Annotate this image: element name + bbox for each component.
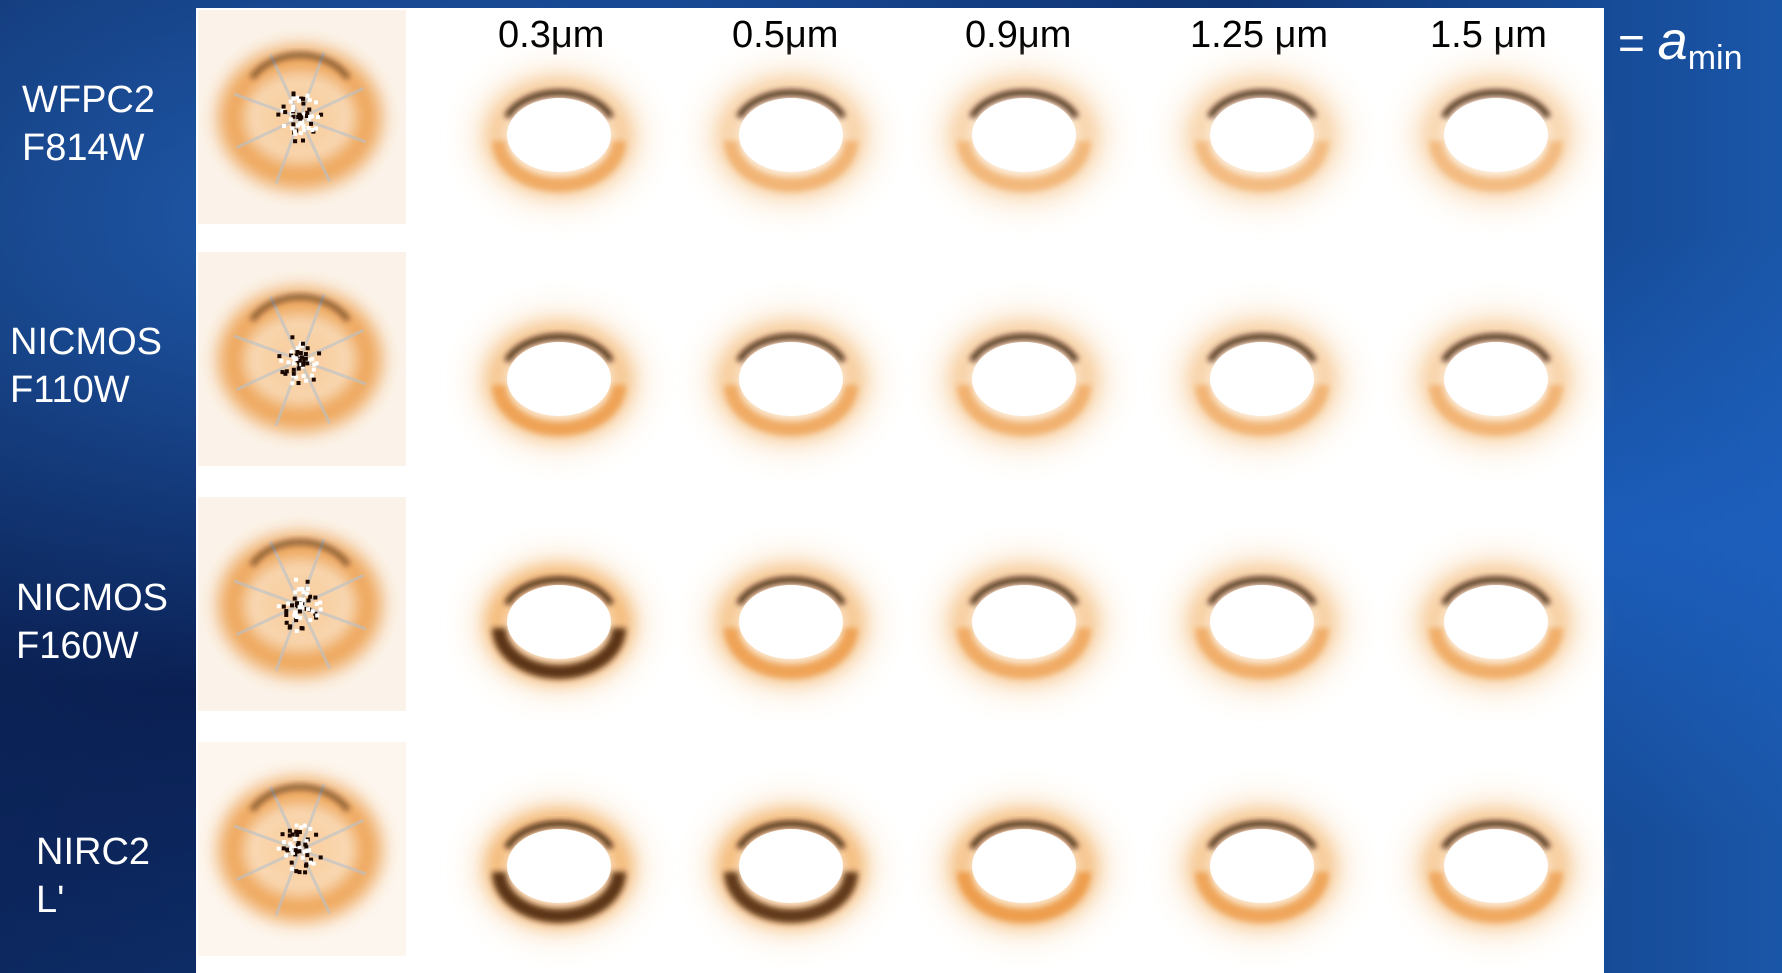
observed-image-2 [198,497,406,711]
observed-image-3 [198,742,406,956]
model-ring-r2-c2 [944,560,1104,688]
model-ring-r3-c2 [944,804,1104,932]
model-ring-r1-c0 [479,317,639,445]
model-ring-r0-c1 [711,73,871,201]
model-ring-r3-c1 [711,804,871,932]
model-ring-r1-c1 [711,317,871,445]
model-ring-r2-c4 [1416,560,1576,688]
model-ring-r2-c0 [479,560,639,688]
model-ring-r1-c4 [1416,317,1576,445]
model-ring-r1-c3 [1182,317,1342,445]
model-ring-r2-c3 [1182,560,1342,688]
model-ring-r3-c4 [1416,804,1576,932]
model-ring-r3-c0 [479,804,639,932]
model-ring-r0-c4 [1416,73,1576,201]
observed-image-0 [198,10,406,224]
model-ring-r3-c3 [1182,804,1342,932]
model-ring-r0-c2 [944,73,1104,201]
model-ring-r0-c3 [1182,73,1342,201]
observed-image-1 [198,252,406,466]
model-ring-r0-c0 [479,73,639,201]
model-ring-r2-c1 [711,560,871,688]
model-ring-r1-c2 [944,317,1104,445]
